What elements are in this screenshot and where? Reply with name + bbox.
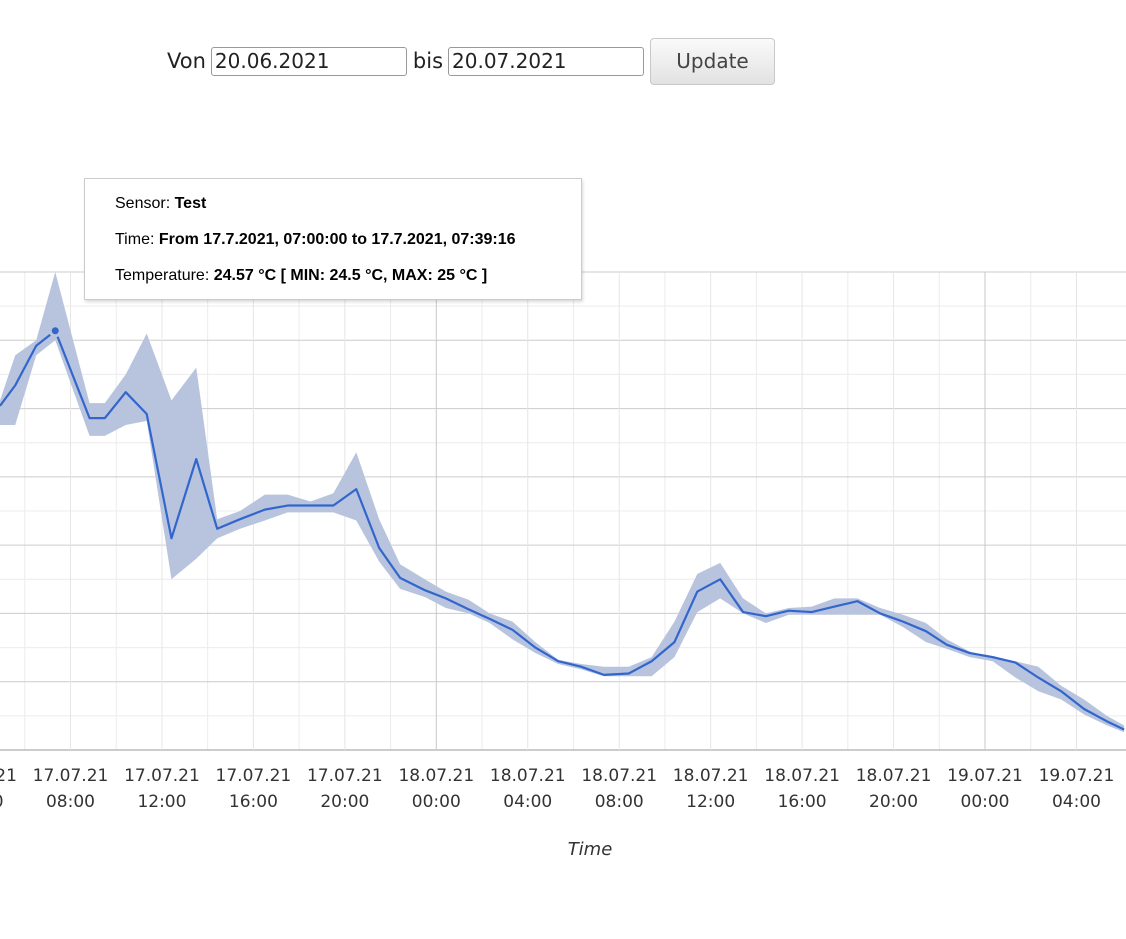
tooltip-label: Time: bbox=[115, 231, 155, 248]
tooltip-label: Sensor: bbox=[115, 195, 171, 212]
update-button[interactable]: Update bbox=[650, 37, 776, 85]
x-tick-label: 04:00 bbox=[503, 792, 552, 812]
x-tick-label: 12:00 bbox=[137, 792, 186, 812]
x-tick-label: 16:00 bbox=[778, 792, 827, 812]
x-tick-label: 12:00 bbox=[686, 792, 735, 812]
x-tick-label: 19.07.21 bbox=[947, 766, 1023, 786]
x-tick-label: 18.07.21 bbox=[490, 766, 566, 786]
x-tick-label: 20:00 bbox=[869, 792, 918, 812]
x-tick-label: 18.07.21 bbox=[581, 766, 657, 786]
x-tick-label: 17.07.21 bbox=[33, 766, 109, 786]
to-input[interactable] bbox=[448, 46, 645, 76]
from-input[interactable] bbox=[210, 46, 407, 76]
tooltip-value: 24.57 °C [ MIN: 24.5 °C, MAX: 25 °C ] bbox=[213, 267, 488, 284]
tooltip: Sensor: Test Time: From 17.7.2021, 07:00… bbox=[84, 178, 582, 300]
line bbox=[0, 329, 1125, 731]
date-form: Von bis Update bbox=[167, 37, 776, 85]
x-tick-label: 17.07.21 bbox=[307, 766, 383, 786]
x-axis-title: Time bbox=[568, 839, 613, 860]
tooltip-row: Time: From 17.7.2021, 07:00:00 to 17.7.2… bbox=[115, 231, 581, 267]
x-tick-label: 19.07.21 bbox=[1039, 766, 1115, 786]
x-tick-label: 08:00 bbox=[46, 792, 95, 812]
tooltip-row: Temperature: 24.57 °C [ MIN: 24.5 °C, MA… bbox=[115, 267, 581, 303]
x-tick-label: 04:00 bbox=[0, 792, 4, 812]
x-tick-label: 17.07.21 bbox=[0, 766, 17, 786]
x-tick-label: 17.07.21 bbox=[216, 766, 292, 786]
x-tick-label: 04:00 bbox=[1052, 792, 1101, 812]
x-tick-label: 18.07.21 bbox=[673, 766, 749, 786]
x-tick-label: 17.07.21 bbox=[124, 766, 200, 786]
x-tick-label: 08:00 bbox=[595, 792, 644, 812]
from-label: Von bbox=[167, 49, 206, 73]
to-label: bis bbox=[412, 49, 444, 73]
highlight-point bbox=[48, 324, 62, 338]
tooltip-label: Temperature: bbox=[115, 267, 210, 284]
tooltip-value: Test bbox=[174, 195, 207, 212]
x-tick-label: 16:00 bbox=[229, 792, 278, 812]
x-tick-label: 20:00 bbox=[320, 792, 369, 812]
x-tick-label: 18.07.21 bbox=[398, 766, 474, 786]
x-tick-label: 00:00 bbox=[961, 792, 1010, 812]
tooltip-row: Sensor: Test bbox=[115, 195, 581, 231]
x-tick-label: 18.07.21 bbox=[764, 766, 840, 786]
x-tick-label: 18.07.21 bbox=[856, 766, 932, 786]
x-tick-label: 00:00 bbox=[412, 792, 461, 812]
tooltip-value: From 17.7.2021, 07:00:00 to 17.7.2021, 0… bbox=[158, 231, 516, 248]
